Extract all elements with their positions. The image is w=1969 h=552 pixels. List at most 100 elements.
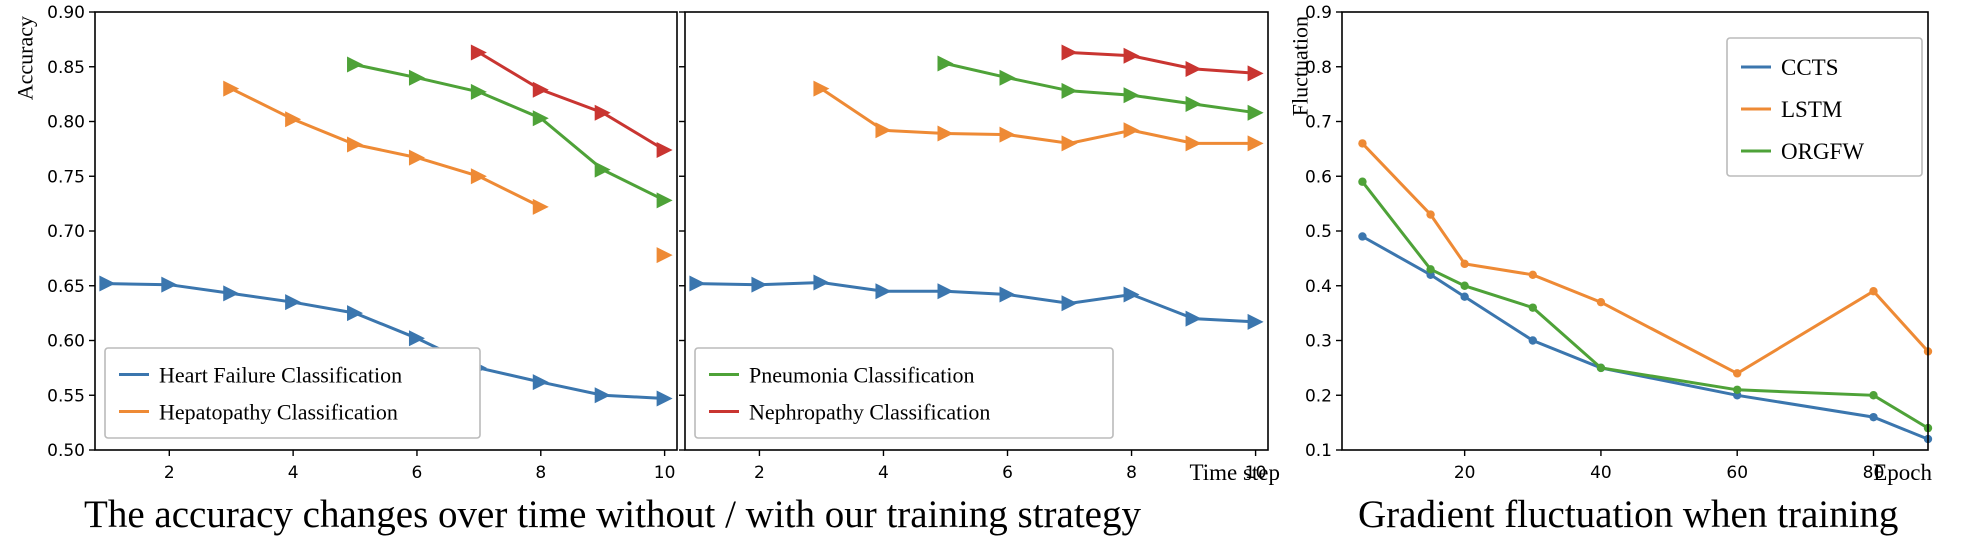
data-point (1733, 385, 1742, 394)
legend-box (1726, 37, 1923, 177)
legend-box (694, 347, 1114, 439)
data-point (1247, 104, 1264, 121)
y-tick-label: 0.70 (47, 222, 85, 242)
data-point (1426, 265, 1435, 274)
data-point (689, 275, 706, 292)
left-caption: The accuracy changes over time without /… (84, 493, 1141, 536)
series-line-2 (230, 87, 542, 209)
data-point (656, 390, 673, 407)
data-point (1596, 363, 1606, 373)
y-tick-label: 0.4 (1305, 277, 1332, 297)
data-point (875, 122, 892, 139)
data-point (1247, 65, 1264, 82)
x-tick-label: 2 (164, 463, 175, 483)
legend-entry: ORGFW (1781, 139, 1864, 164)
legend-entry: CCTS (1781, 55, 1839, 80)
y-axis-label: Fluctuation (1288, 16, 1313, 116)
data-point (1733, 369, 1742, 378)
data-point (1185, 60, 1202, 77)
y-tick-label: 0.6 (1305, 167, 1332, 187)
data-point (1061, 82, 1078, 99)
chart-panel-1: 0.50 0.55 0.60 0.65 0.70 0.75 0.80 0.85 0.90 2 4 6 8… (13, 3, 678, 483)
data-point (532, 110, 549, 127)
legend-entry: Hepatopathy Classification (159, 400, 398, 425)
x-axis-label: Epoch (1873, 460, 1932, 485)
data-point (1528, 336, 1537, 345)
y-tick-label: 0.50 (47, 441, 85, 461)
series-line-3 (945, 62, 1256, 115)
data-point (470, 168, 487, 185)
data-point (875, 283, 892, 300)
data-point (1528, 303, 1537, 312)
y-tick-label: 0.5 (1305, 222, 1332, 242)
series-line-3 (1361, 180, 1929, 430)
series-line-3 (354, 63, 666, 202)
legend-entry: LSTM (1781, 97, 1842, 122)
data-point (532, 81, 549, 98)
x-tick-label: 2 (754, 463, 765, 483)
y-tick-label: 0.8 (1305, 58, 1332, 78)
data-point (999, 126, 1016, 143)
data-point (594, 387, 611, 404)
legend-entry: Nephropathy Classification (749, 400, 990, 425)
series-line-4 (478, 51, 666, 152)
data-point (1426, 210, 1435, 219)
x-tick-label: 20 (1454, 463, 1476, 483)
data-point (1358, 139, 1367, 148)
data-point (470, 83, 487, 100)
data-point (408, 149, 425, 166)
data-point (751, 276, 768, 293)
data-point (285, 111, 302, 128)
data-point (1061, 295, 1078, 312)
x-tick-label: 8 (535, 463, 546, 483)
y-tick-label: 0.1 (1305, 441, 1332, 461)
data-point (937, 125, 954, 142)
legend-entry: Pneumonia Classification (749, 363, 974, 388)
data-point (1460, 281, 1469, 290)
y-tick-label: 0.85 (47, 58, 85, 78)
legend: CCTS LSTM ORGFW (1726, 37, 1923, 177)
data-point (161, 276, 178, 293)
right-caption: Gradient fluctuation when training (1358, 493, 1899, 536)
data-point (1123, 87, 1140, 104)
data-point (813, 80, 830, 97)
x-tick-label: 4 (878, 463, 889, 483)
data-point (656, 141, 673, 158)
x-tick-label: 40 (1590, 463, 1612, 483)
data-point (470, 44, 487, 61)
data-point (223, 285, 240, 302)
data-point (1247, 135, 1264, 152)
series-line-4 (1069, 51, 1256, 75)
data-point (1460, 292, 1469, 301)
data-point (1185, 310, 1202, 327)
data-point (347, 136, 364, 153)
series-line-2 (1361, 142, 1930, 376)
x-tick-label: 80 (1863, 463, 1885, 483)
y-tick-label: 0.65 (47, 277, 85, 297)
data-point (408, 69, 425, 86)
data-point (937, 283, 954, 300)
data-point (1358, 232, 1367, 241)
data-point (532, 198, 549, 215)
data-point (408, 330, 425, 347)
data-point (347, 56, 364, 73)
x-tick-label: 6 (412, 463, 423, 483)
y-tick-label: 0.80 (47, 113, 85, 133)
x-axis-label: Time step (1189, 460, 1280, 485)
x-tick-label: 10 (654, 463, 676, 483)
x-tick-label: 60 (1726, 463, 1748, 483)
data-point (1123, 286, 1140, 303)
y-tick-label: 0.3 (1305, 332, 1332, 352)
series-line-1 (107, 282, 665, 400)
y-tick-label: 0.7 (1305, 113, 1332, 133)
legend-entry: Heart Failure Classification (159, 363, 402, 388)
data-point (999, 286, 1016, 303)
x-tick-label: 6 (1002, 463, 1013, 483)
x-tick-label: 10 (1245, 463, 1267, 483)
legend: Heart Failure Classification Hepatopathy … (104, 347, 481, 439)
data-point (1123, 122, 1140, 139)
data-point (656, 192, 673, 209)
data-point (1528, 270, 1537, 279)
data-point (1061, 44, 1078, 61)
y-tick-label: 0.55 (47, 386, 85, 406)
